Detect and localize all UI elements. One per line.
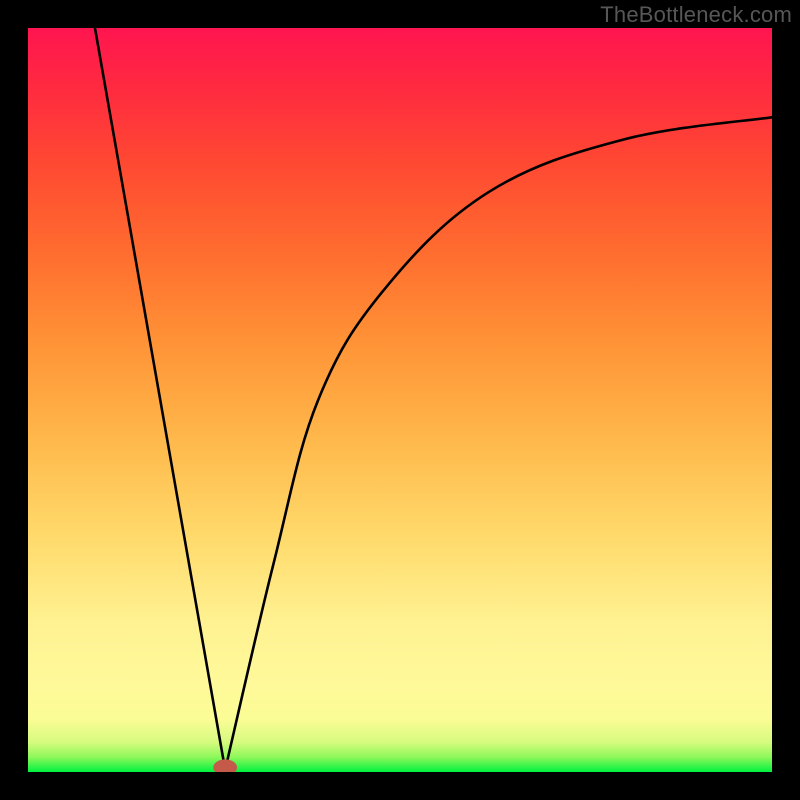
watermark-text: TheBottleneck.com bbox=[600, 2, 792, 28]
gradient-background bbox=[28, 28, 772, 772]
chart-frame: TheBottleneck.com bbox=[0, 0, 800, 800]
bottleneck-chart bbox=[28, 28, 772, 772]
